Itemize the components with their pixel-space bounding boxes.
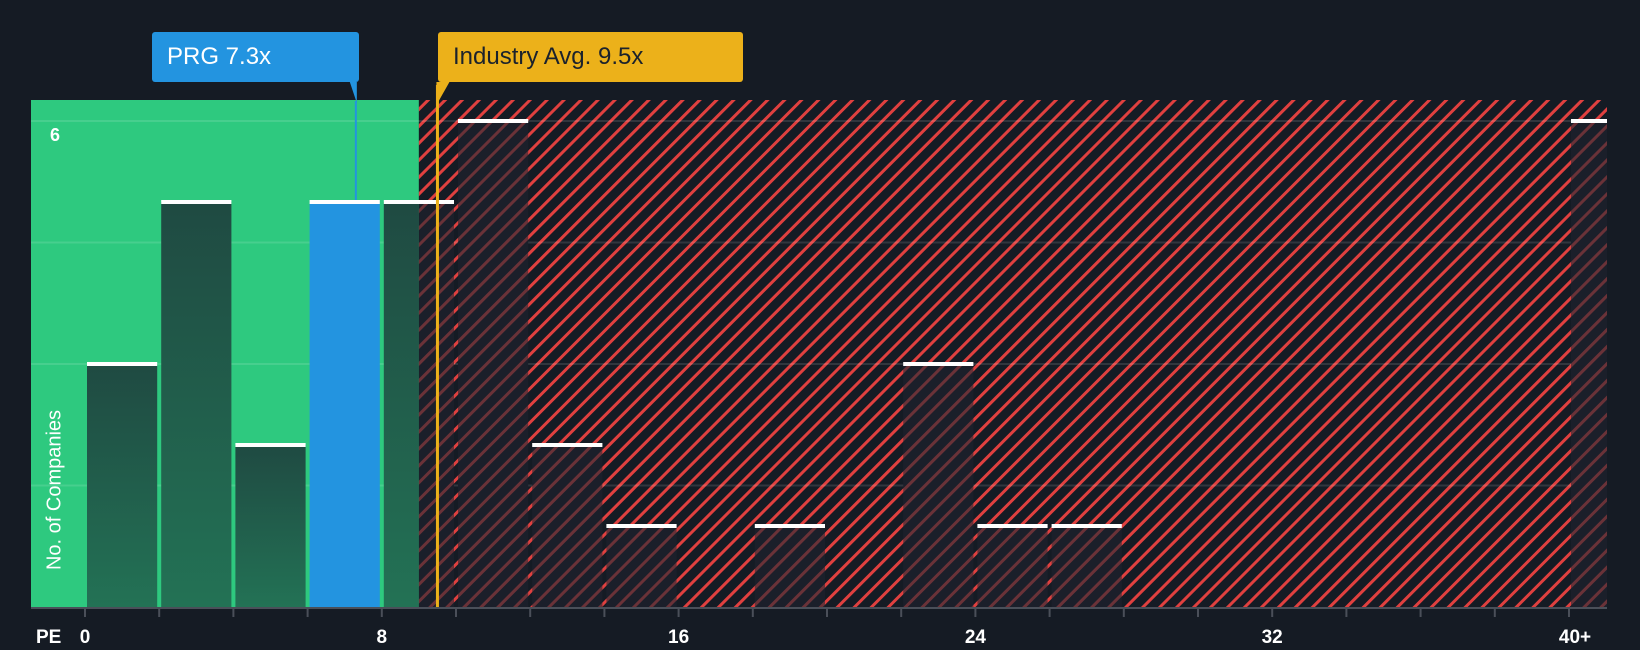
- y-tick-6: 6: [50, 125, 61, 145]
- x-axis-label: PE: [36, 627, 62, 648]
- bar: [235, 445, 306, 607]
- x-tick-24: 24: [964, 627, 986, 648]
- bar-cap: [754, 524, 825, 528]
- bar: [606, 526, 677, 607]
- bar: [458, 121, 529, 607]
- bar-cap: [1051, 524, 1122, 528]
- bar-cap: [1571, 119, 1607, 123]
- bar: [532, 445, 603, 607]
- x-tick-0: 0: [79, 627, 91, 648]
- bar-cap: [977, 524, 1048, 528]
- bar-cap: [532, 443, 603, 447]
- bar-cap: [458, 119, 529, 123]
- bar-cap: [235, 443, 306, 447]
- bar-cap: [161, 200, 232, 204]
- bar: [1051, 526, 1122, 607]
- valuation-regions: [31, 100, 1607, 607]
- x-tick-8: 8: [376, 627, 388, 648]
- y-axis-label: No. of Companies: [43, 409, 66, 571]
- bar: [309, 202, 380, 607]
- industry-avg-label: Industry Avg. 9.5x: [438, 32, 743, 82]
- value-markers: [349, 82, 450, 607]
- bar: [87, 364, 158, 607]
- bar-cap: [606, 524, 677, 528]
- bar: [161, 202, 232, 607]
- histogram-bars: [87, 119, 1607, 607]
- bar: [383, 202, 419, 607]
- bar: [1571, 121, 1607, 607]
- x-tick-32: 32: [1261, 627, 1283, 648]
- x-tick-40plus: 40+: [1558, 627, 1592, 648]
- bar-cap: [903, 362, 974, 366]
- prg-value-label: PRG 7.3x: [152, 32, 359, 82]
- x-tick-16: 16: [668, 627, 690, 648]
- x-axis: [31, 607, 1607, 617]
- bar-cap: [383, 200, 454, 204]
- overvalued-zone: [418, 100, 1607, 607]
- bar: [754, 526, 825, 607]
- bar-cap: [309, 200, 380, 204]
- bar: [903, 364, 974, 607]
- bar: [977, 526, 1048, 607]
- bar-cap: [87, 362, 158, 366]
